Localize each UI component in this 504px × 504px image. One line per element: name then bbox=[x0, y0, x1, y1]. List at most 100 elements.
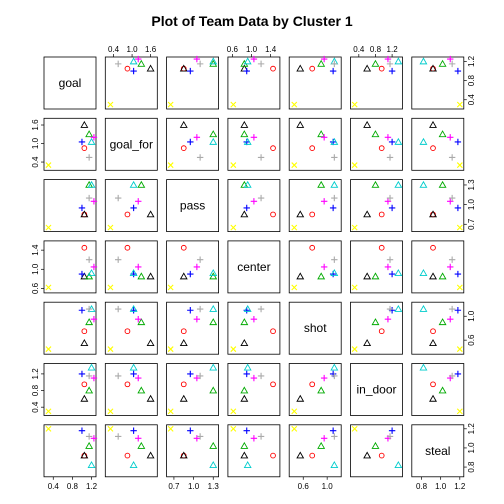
panel-steal-vs-steal: steal bbox=[412, 425, 464, 477]
data-point-2 bbox=[318, 387, 324, 393]
variable-label-in_door: in_door bbox=[356, 383, 396, 397]
panel-steal-vs-center bbox=[228, 425, 280, 477]
data-point-3 bbox=[79, 428, 85, 434]
data-point-2 bbox=[439, 319, 445, 325]
data-point-7 bbox=[258, 433, 264, 439]
data-point-2 bbox=[439, 387, 445, 393]
tick-label: 0.8 bbox=[370, 45, 382, 54]
data-point-6 bbox=[108, 102, 113, 107]
data-point-2 bbox=[210, 319, 216, 325]
data-point-3 bbox=[389, 428, 395, 434]
panel-in_door-vs-goal bbox=[44, 364, 97, 416]
variable-label-center: center bbox=[237, 260, 270, 274]
data-point-1 bbox=[241, 396, 247, 402]
data-point-3 bbox=[79, 205, 85, 211]
data-point-0 bbox=[379, 245, 384, 250]
panel-goal-vs-goal: goal bbox=[44, 57, 96, 109]
data-point-7 bbox=[331, 154, 337, 160]
panel-steal-vs-goal bbox=[44, 425, 97, 477]
data-point-7 bbox=[258, 373, 264, 379]
panel-frame bbox=[167, 364, 219, 416]
panel-shot-vs-goal bbox=[44, 302, 97, 354]
tick-label: 0.8 bbox=[31, 384, 40, 396]
tick-label: 1.0 bbox=[467, 442, 476, 454]
data-point-4 bbox=[331, 462, 337, 468]
data-point-5 bbox=[321, 435, 327, 441]
data-point-0 bbox=[125, 212, 130, 217]
data-point-0 bbox=[379, 66, 384, 71]
data-point-6 bbox=[352, 285, 357, 290]
data-point-2 bbox=[318, 273, 324, 279]
data-point-7 bbox=[197, 154, 203, 160]
tick-label: 0.7 bbox=[467, 218, 476, 230]
panel-shot-vs-in_door bbox=[351, 302, 403, 354]
data-point-7 bbox=[258, 195, 264, 201]
chart-title: Plot of Team Data by Cluster 1 bbox=[151, 13, 352, 29]
panel-frame bbox=[412, 118, 464, 170]
data-point-3 bbox=[79, 307, 85, 313]
tick-label: 1.3 bbox=[208, 482, 220, 491]
data-point-0 bbox=[271, 382, 276, 387]
panel-frame bbox=[351, 57, 403, 109]
data-point-6 bbox=[231, 426, 236, 431]
data-point-6 bbox=[168, 163, 173, 168]
data-point-4 bbox=[395, 306, 401, 312]
data-point-2 bbox=[241, 131, 247, 137]
panel-in_door-vs-goal_for bbox=[105, 364, 157, 416]
data-point-6 bbox=[46, 409, 51, 414]
data-point-6 bbox=[108, 426, 113, 431]
data-point-7 bbox=[115, 257, 121, 263]
data-point-7 bbox=[115, 373, 121, 379]
data-point-3 bbox=[455, 139, 461, 145]
data-point-6 bbox=[108, 285, 113, 290]
variable-label-steal: steal bbox=[425, 444, 450, 458]
data-point-4 bbox=[331, 270, 337, 276]
data-point-1 bbox=[364, 273, 370, 279]
panel-goal-vs-pass bbox=[167, 56, 219, 109]
data-point-0 bbox=[82, 146, 87, 151]
data-point-3 bbox=[130, 68, 136, 74]
data-point-3 bbox=[187, 271, 193, 277]
data-point-0 bbox=[379, 453, 384, 458]
data-point-1 bbox=[181, 340, 187, 346]
data-point-1 bbox=[181, 396, 187, 402]
panel-frame bbox=[228, 425, 280, 477]
tick-label: 1.0 bbox=[435, 482, 447, 491]
data-point-1 bbox=[364, 211, 370, 217]
panel-in_door-vs-pass bbox=[167, 364, 219, 416]
data-point-1 bbox=[147, 452, 153, 458]
variable-label-shot: shot bbox=[304, 321, 327, 335]
panel-center-vs-steal bbox=[412, 241, 464, 293]
panel-frame bbox=[105, 425, 157, 477]
panel-steal-vs-in_door bbox=[351, 425, 403, 477]
tick-label: 1.2 bbox=[467, 55, 476, 67]
tick-label: 1.0 bbox=[467, 310, 476, 322]
data-point-3 bbox=[389, 139, 395, 145]
data-point-4 bbox=[130, 462, 136, 468]
data-point-3 bbox=[187, 139, 193, 145]
tick-label: 1.4 bbox=[31, 244, 40, 256]
data-point-4 bbox=[130, 182, 136, 188]
data-point-3 bbox=[455, 307, 461, 313]
data-point-6 bbox=[108, 225, 113, 230]
panel-shot-vs-steal bbox=[412, 302, 464, 354]
panel-in_door-vs-in_door: in_door bbox=[351, 364, 403, 416]
data-point-2 bbox=[372, 131, 378, 137]
data-point-4 bbox=[244, 58, 250, 64]
data-point-2 bbox=[372, 61, 378, 67]
data-point-3 bbox=[330, 68, 336, 74]
data-point-6 bbox=[292, 163, 297, 168]
data-point-5 bbox=[321, 198, 327, 204]
data-point-7 bbox=[258, 61, 264, 67]
panel-in_door-vs-steal bbox=[412, 364, 464, 416]
data-point-4 bbox=[420, 270, 426, 276]
panel-center-vs-in_door bbox=[351, 241, 403, 293]
data-point-2 bbox=[138, 387, 144, 393]
data-point-3 bbox=[187, 371, 193, 377]
data-point-6 bbox=[292, 409, 297, 414]
variable-label-goal: goal bbox=[59, 76, 82, 90]
panel-in_door-vs-center bbox=[228, 364, 280, 416]
data-point-2 bbox=[138, 182, 144, 188]
data-point-1 bbox=[147, 65, 153, 71]
panel-goal-vs-center bbox=[228, 56, 280, 109]
